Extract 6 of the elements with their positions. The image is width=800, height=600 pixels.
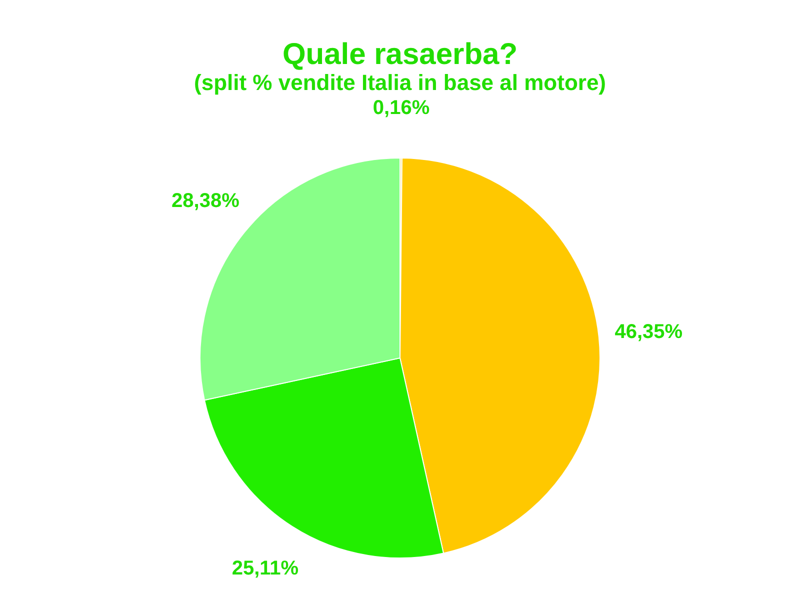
data-label: 28,38% [172, 190, 240, 212]
data-label: 46,35% [614, 320, 683, 343]
chart-title: Quale rasaerba? [282, 38, 518, 72]
data-label: 0,16% [372, 97, 430, 120]
data-label: 25,11% [232, 558, 299, 580]
chart-subtitle: (split % vendite Italia in base al motore) [194, 70, 606, 96]
